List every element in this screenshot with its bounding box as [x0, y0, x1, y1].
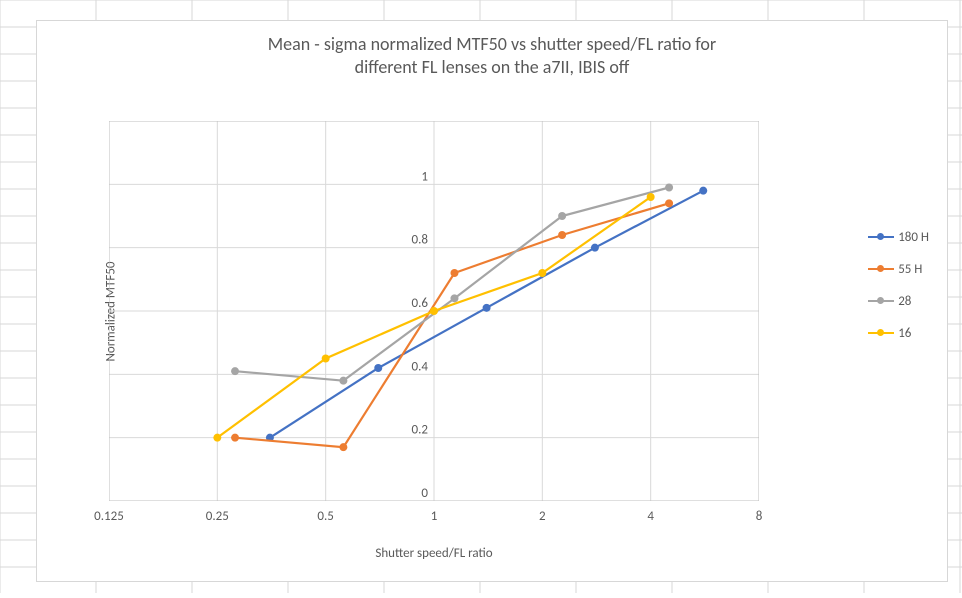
- legend-item[interactable]: 28: [868, 285, 929, 317]
- legend-label: 16: [898, 326, 911, 341]
- series-marker: [231, 367, 239, 375]
- plot-area: 00.20.40.60.811.2: [109, 121, 759, 501]
- legend-swatch-line: [868, 236, 894, 238]
- series-line-0: [270, 191, 703, 438]
- series-marker: [339, 377, 347, 385]
- x-tick-label: 1: [431, 509, 438, 524]
- legend-swatch-line: [868, 268, 894, 270]
- legend: 180 H 55 H 28 16: [868, 221, 929, 349]
- chart-container[interactable]: Mean - sigma normalized MTF50 vs shutter…: [36, 20, 948, 582]
- series-marker: [647, 193, 655, 201]
- legend-label: 55 H: [898, 262, 922, 277]
- series-line-2: [235, 188, 669, 381]
- legend-swatch-marker: [877, 297, 884, 304]
- series-marker: [538, 269, 546, 277]
- y-tick-label: 0.6: [412, 296, 429, 311]
- x-tick-label: 0.25: [206, 509, 229, 524]
- series-marker: [450, 269, 458, 277]
- chart-title-line1: Mean - sigma normalized MTF50 vs shutter…: [268, 33, 716, 55]
- legend-label: 28: [898, 294, 911, 309]
- series-marker: [450, 294, 458, 302]
- series-marker: [665, 184, 673, 192]
- series-marker: [699, 187, 707, 195]
- series-marker: [430, 307, 438, 315]
- legend-item[interactable]: 180 H: [868, 221, 929, 253]
- x-tick-label: 8: [756, 509, 763, 524]
- series-line-1: [235, 203, 669, 447]
- series-marker: [558, 231, 566, 239]
- series-marker: [483, 304, 491, 312]
- chart-title-line2: different FL lenses on the a7II, IBIS of…: [355, 56, 630, 78]
- y-tick-label: 0.4: [412, 359, 429, 374]
- legend-label: 180 H: [898, 230, 929, 245]
- series-marker: [231, 434, 239, 442]
- legend-swatch-line: [868, 300, 894, 302]
- x-tick-label: 2: [539, 509, 546, 524]
- series-group: [213, 184, 707, 452]
- series-marker: [591, 244, 599, 252]
- y-tick-label: 1: [421, 169, 428, 184]
- series-marker: [374, 364, 382, 372]
- series-marker: [213, 434, 221, 442]
- series-marker: [339, 443, 347, 451]
- legend-swatch-marker: [877, 233, 884, 240]
- x-tick-label: 4: [647, 509, 654, 524]
- series-marker: [665, 199, 673, 207]
- legend-swatch-marker: [877, 329, 884, 336]
- legend-item[interactable]: 16: [868, 317, 929, 349]
- x-axis-title: Shutter speed/FL ratio: [109, 546, 759, 561]
- legend-item[interactable]: 55 H: [868, 253, 929, 285]
- x-tick-label: 0.5: [317, 509, 333, 524]
- series-marker: [558, 212, 566, 220]
- x-tick-label: 0.125: [94, 509, 124, 524]
- y-tick-label: 0: [421, 486, 428, 501]
- y-tick-label: 0.2: [412, 423, 429, 438]
- y-tick-label: 0.8: [412, 233, 429, 248]
- legend-swatch-line: [868, 332, 894, 334]
- plot-svg: 00.20.40.60.811.2: [109, 121, 759, 501]
- series-marker: [322, 355, 330, 363]
- chart-title: Mean - sigma normalized MTF50 vs shutter…: [37, 33, 947, 80]
- legend-swatch-marker: [877, 265, 884, 272]
